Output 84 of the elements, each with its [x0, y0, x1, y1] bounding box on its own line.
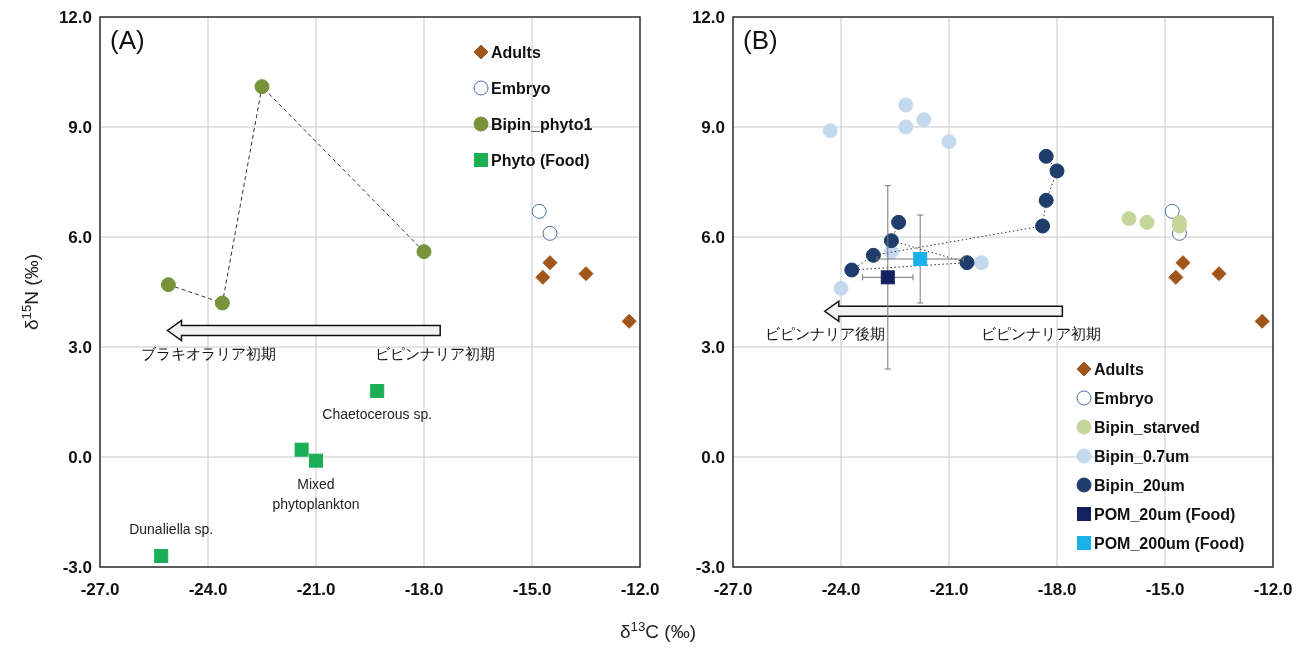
- annotation: ビピンナリア初期: [374, 344, 495, 362]
- point: [1038, 192, 1054, 208]
- point: [865, 247, 881, 263]
- point: [880, 270, 895, 285]
- annotation: Chaetocerous sp.: [322, 406, 433, 422]
- legend-label: Bipin_phyto1: [491, 116, 593, 133]
- point: [416, 244, 432, 260]
- y-tick-label: 6.0: [701, 228, 725, 247]
- y-tick-label: 3.0: [68, 338, 92, 357]
- x-tick-label: -18.0: [404, 580, 444, 599]
- chart-title: (B): [743, 25, 778, 55]
- point: [542, 225, 558, 241]
- annotation: Dunaliella sp.: [129, 521, 214, 537]
- y-tick-label: 9.0: [68, 118, 92, 137]
- point: [1121, 211, 1137, 227]
- annotation: Mixed phytoplankton: [272, 475, 360, 512]
- point: [1139, 214, 1155, 230]
- chart-title: (A): [110, 25, 145, 55]
- legend-label: POM_20um (Food): [1094, 506, 1236, 523]
- point: [370, 384, 385, 398]
- x-tick-label: -12.0: [1253, 580, 1293, 599]
- point: [883, 233, 899, 249]
- point: [898, 97, 914, 113]
- point: [1038, 148, 1054, 164]
- x-tick-label: -24.0: [821, 580, 861, 599]
- legend-label: Bipin_20um: [1094, 477, 1185, 494]
- point: [160, 277, 176, 293]
- legend-label: Phyto (Food): [491, 152, 590, 169]
- point: [1175, 255, 1191, 271]
- point: [542, 255, 558, 271]
- point: [1049, 163, 1065, 179]
- point: [1254, 313, 1270, 329]
- y-tick-label: 0.0: [701, 448, 725, 467]
- point: [309, 453, 323, 468]
- point: [621, 313, 637, 329]
- point: [1168, 269, 1184, 285]
- legend-label: Bipin_0.7um: [1094, 448, 1190, 465]
- point: [973, 255, 989, 271]
- x-tick-label: -27.0: [80, 580, 120, 599]
- x-tick-label: -27.0: [713, 580, 753, 599]
- x-axis-title: δ$^{13}$C (‰): [619, 618, 697, 642]
- point: [844, 262, 860, 278]
- point: [913, 252, 928, 266]
- y-tick-label: 0.0: [68, 448, 92, 467]
- x-tick-label: -12.0: [620, 580, 660, 599]
- point: [898, 119, 914, 135]
- point: [959, 255, 975, 271]
- x-tick-label: -21.0: [296, 580, 336, 599]
- x-tick-label: -18.0: [1037, 580, 1077, 599]
- point: [535, 269, 551, 285]
- y-tick-label: 12.0: [691, 8, 725, 27]
- point: [833, 280, 849, 296]
- y-tick-label: 6.0: [68, 228, 92, 247]
- point: [822, 123, 838, 139]
- point: [1211, 266, 1227, 282]
- point: [916, 112, 932, 128]
- legend-label: Embryo: [1094, 390, 1154, 407]
- y-tick-label: 12.0: [58, 8, 92, 27]
- point: [891, 214, 907, 230]
- y-tick-label: 9.0: [701, 118, 725, 137]
- x-tick-label: -24.0: [188, 580, 228, 599]
- legend-label: Adults: [1094, 361, 1144, 378]
- point: [578, 266, 594, 282]
- point: [1035, 218, 1051, 234]
- point: [294, 442, 309, 457]
- x-tick-label: -21.0: [929, 580, 969, 599]
- point: [531, 203, 547, 219]
- x-tick-label: -15.0: [512, 580, 552, 599]
- point: [1164, 203, 1180, 219]
- legend-label: Embryo: [491, 80, 551, 97]
- point: [154, 549, 169, 563]
- x-tick-label: -15.0: [1145, 580, 1185, 599]
- annotation: ビピンナリア後期: [764, 325, 885, 343]
- y-tick-label: -3.0: [695, 558, 725, 577]
- point: [941, 134, 957, 150]
- annotation: ビピンナリア初期: [980, 325, 1101, 343]
- y-tick-label: 3.0: [701, 338, 725, 357]
- legend-label: Adults: [491, 44, 541, 61]
- y-tick-label: -3.0: [62, 558, 92, 577]
- legend-label: Bipin_starved: [1094, 419, 1200, 436]
- point: [254, 79, 270, 95]
- legend-label: POM_200um (Food): [1094, 535, 1245, 552]
- annotation: ブラキオラリア初期: [140, 344, 276, 362]
- point: [214, 295, 230, 311]
